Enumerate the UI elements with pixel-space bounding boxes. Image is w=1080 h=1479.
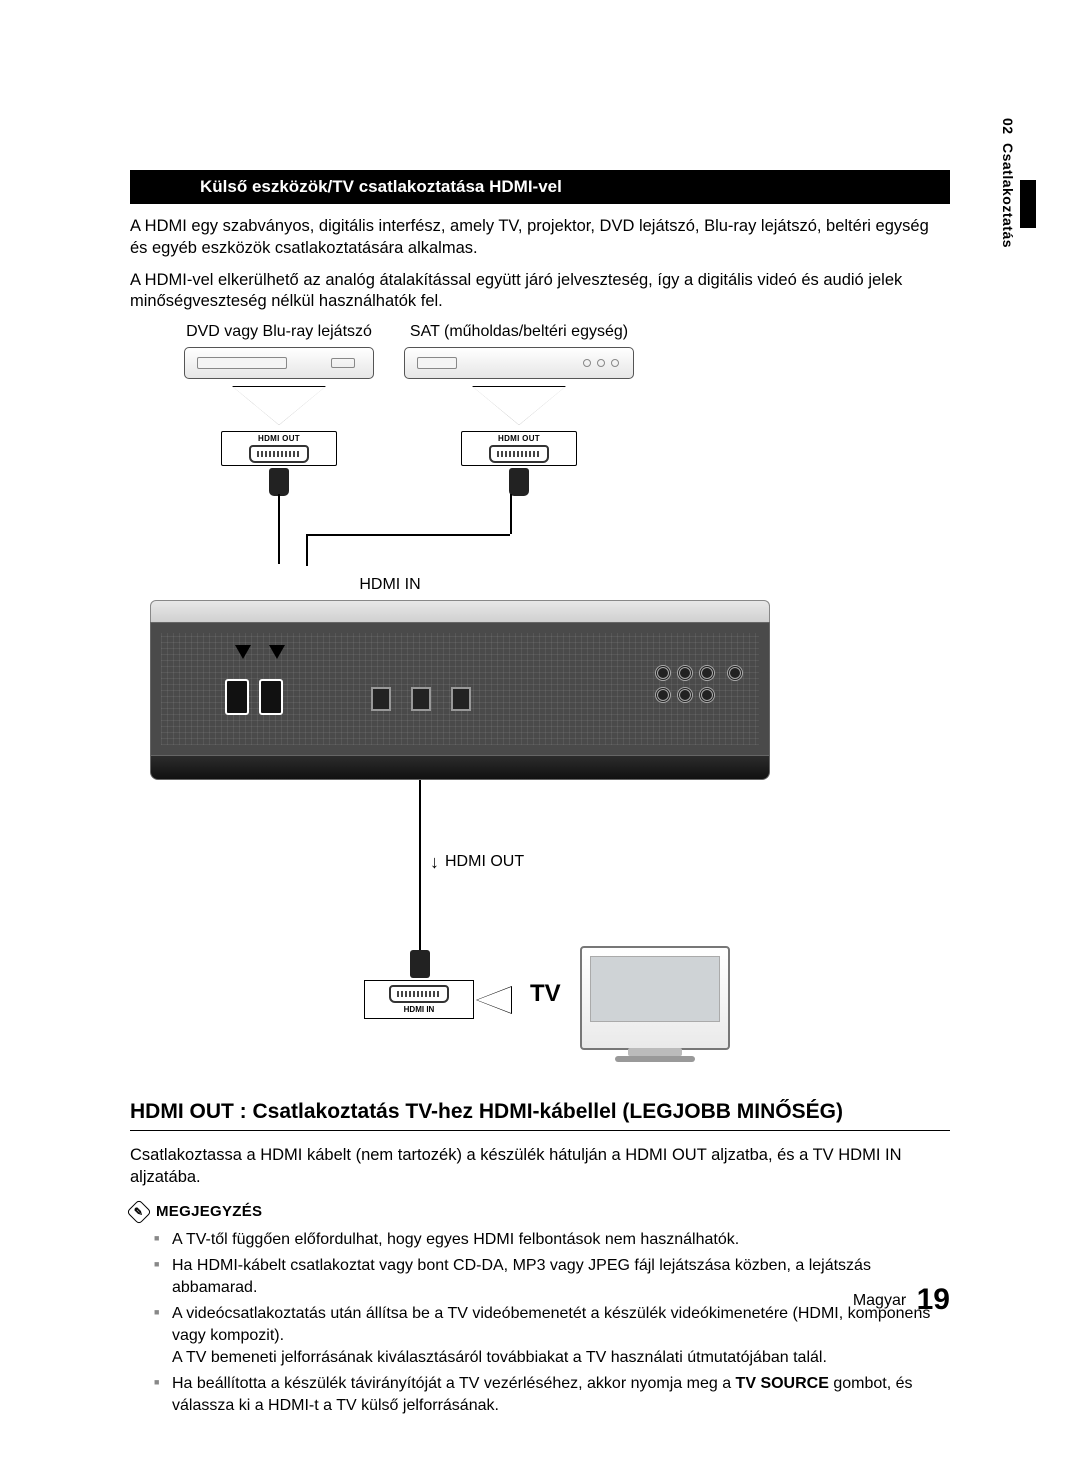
tv-icon xyxy=(580,946,730,1050)
cable-line xyxy=(510,494,512,534)
hdmi-connector-icon xyxy=(410,950,430,978)
tv-hdmi-in-box: HDMI IN xyxy=(364,980,474,1019)
hdmi-out-label-small: HDMI OUT xyxy=(258,434,300,443)
note-icon: ✎ xyxy=(126,1199,151,1224)
section-label: Csatlakoztatás xyxy=(1000,143,1016,248)
dvd-hdmi-out: HDMI OUT xyxy=(184,387,374,496)
cable-line xyxy=(278,494,280,564)
hdmi-port-icon xyxy=(489,445,549,463)
note-header: ✎ MEGJEGYZÉS xyxy=(130,1203,950,1221)
note-item: Ha beállította a készülék távirányítóját… xyxy=(154,1373,950,1417)
note-title: MEGJEGYZÉS xyxy=(156,1203,262,1220)
note-item: A TV-től függően előfordulhat, hogy egye… xyxy=(154,1229,950,1251)
cable-line xyxy=(306,534,308,566)
sat-hdmi-out: HDMI OUT xyxy=(404,387,634,496)
subsection-body: Csatlakoztassa a HDMI kábelt (nem tartoz… xyxy=(130,1145,950,1189)
content-area: Külső eszközök/TV csatlakoztatása HDMI-v… xyxy=(130,170,950,1421)
page-footer: Magyar 19 xyxy=(130,1283,950,1317)
down-arrow-icon: ↓ xyxy=(430,852,439,873)
note-list: A TV-től függően előfordulhat, hogy egye… xyxy=(130,1229,950,1418)
dvd-player-icon xyxy=(184,347,374,379)
sat-box-label: SAT (műholdas/beltéri egység) xyxy=(404,323,634,341)
hdmi-in-port-icon xyxy=(225,679,249,715)
intro-paragraph-1: A HDMI egy szabványos, digitális interfé… xyxy=(130,216,950,260)
thumb-index-marker xyxy=(1020,180,1036,228)
section-tab: 02 Csatlakoztatás xyxy=(1000,118,1016,248)
connection-diagram: DVD vagy Blu-ray lejátszó SAT (műholdas/… xyxy=(130,323,950,780)
hdmi-in-label-small: HDMI IN xyxy=(369,1005,469,1014)
aux-port-icon xyxy=(451,687,471,711)
hdmi-connector-icon xyxy=(509,468,529,496)
cable-line xyxy=(306,534,510,536)
callout-arrow-icon xyxy=(476,986,512,1014)
tv-label: TV xyxy=(530,980,561,1008)
hdmi-out-label: ↓HDMI OUT xyxy=(430,852,524,873)
main-unit xyxy=(150,600,770,780)
dvd-player-label: DVD vagy Blu-ray lejátszó xyxy=(184,323,374,341)
page-number: 19 xyxy=(917,1283,950,1316)
footer-language: Magyar xyxy=(853,1292,906,1309)
hdmi-in-label: HDMI IN xyxy=(310,576,470,594)
sat-box-icon xyxy=(404,347,634,379)
hdmi-in-port-icon xyxy=(259,679,283,715)
usb-port-icon xyxy=(411,687,431,711)
hdmi-port-icon xyxy=(249,445,309,463)
subsection-title: HDMI OUT : Csatlakoztatás TV-hez HDMI-ká… xyxy=(130,1100,950,1131)
section-header-bar: Külső eszközök/TV csatlakoztatása HDMI-v… xyxy=(130,170,950,204)
section-number: 02 xyxy=(1000,118,1016,135)
hdmi-connector-icon xyxy=(269,468,289,496)
hdmi-out-connector-icon xyxy=(411,755,431,756)
page: 02 Csatlakoztatás Külső eszközök/TV csat… xyxy=(0,0,1080,1479)
component-out-icon xyxy=(655,665,743,703)
lan-port-icon xyxy=(371,687,391,711)
cable-line xyxy=(419,780,421,950)
hdmi-out-label-small: HDMI OUT xyxy=(498,434,540,443)
intro-paragraph-2: A HDMI-vel elkerülhető az analóg átalakí… xyxy=(130,270,950,314)
hdmi-port-icon xyxy=(389,985,449,1003)
input-arrows xyxy=(235,645,285,659)
